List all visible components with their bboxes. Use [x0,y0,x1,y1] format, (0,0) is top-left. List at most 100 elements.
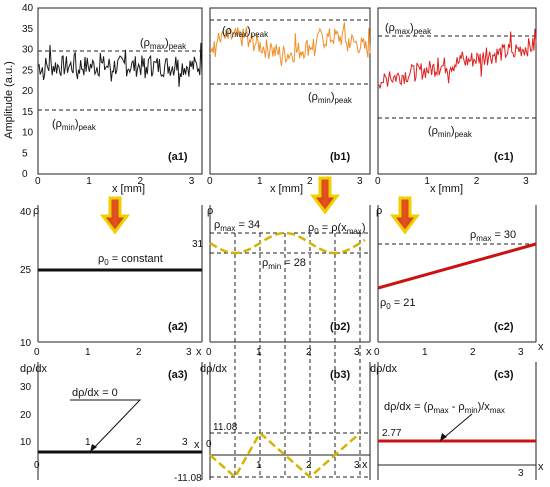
top-x-tick-b1-0: 0 [207,176,213,187]
a2-y-tick-25: 25 [20,265,32,276]
arrow-a [100,196,130,235]
a1-panel-label: (a1) [168,151,188,163]
b2-sine-curve [209,231,366,255]
b1-max-label: (ρmax)peak [222,25,269,39]
top-x-tick-b1-1: 1 [257,176,263,187]
top-x-tick-a1-1: 1 [86,176,92,187]
c1-signal-line [377,28,537,89]
bot-y-axis-label-c: dρ/dx [370,363,398,375]
top-x-tick-b1-2: 2 [307,176,313,187]
panel-a3: dρ/dx = 0 30 20 10 0 1 2 3 x (a3) [20,362,203,480]
a3-y-tick-30: 30 [20,382,32,393]
a2-panel-label: (a2) [168,321,188,333]
panel-b3: 11.08 -11.08 0 1 2 3 x (b3) [174,362,371,484]
b2-func-annotation: ρ0 = ρ(xmax) [308,222,365,236]
top-y-axis-label: Amplitude (a.u.) [3,61,15,139]
b3-top-value: 11.08 [213,422,238,433]
c2-x-tick-0: 0 [374,347,380,358]
a3-x-tick-2: 2 [136,437,142,448]
mid-y-axis-label-a: ρ [33,205,39,217]
a2-x-axis-label: x [196,346,202,358]
a3-annotation-pointer [70,399,142,453]
b3-x-tick-1: 1 [256,460,262,471]
top-y-tick-15: 15 [22,107,34,118]
top-y-tick-5: 5 [22,148,28,159]
c3-pointer-head [440,433,447,441]
c1-panel-label: (c1) [494,151,514,163]
top-y-tick-40: 40 [22,3,34,14]
b2-left-value: 31 [192,239,204,250]
b3-x-axis-label: x [362,459,368,471]
a1-max-label: (ρmax)peak [140,37,187,51]
c2-x-tick-1: 1 [422,347,428,358]
b1-x-axis-label: x [mm] [270,183,303,195]
top-y-tick-0: 0 [22,169,28,180]
top-x-tick-a1-0: 0 [35,176,41,187]
b2-min-annotation: ρmin = 28 [262,257,306,271]
a3-pointer-head [90,444,97,452]
b2-x-tick-0: 0 [206,347,212,358]
a3-x-tick-3: 3 [182,437,188,448]
a3-panel-label: (a3) [168,369,188,381]
top-x-tick-c1-0: 0 [375,176,381,187]
c3-panel-label: (c3) [494,369,514,381]
c2-x-axis-label: x [538,341,544,353]
panel-c3: dρ/dx = (ρmax - ρmin)/xmax 2.77 3 x (c3) [377,362,544,480]
panel-c1-frame [377,7,537,175]
c3-value-label: 2.77 [382,428,402,439]
a1-min-label: (ρmin)peak [52,118,97,132]
b2-x-tick-1: 1 [256,347,262,358]
c3-annotation: dρ/dx = (ρmax - ρmin)/xmax [384,401,505,415]
top-y-tick-30: 30 [22,45,34,56]
a2-x-tick-2: 2 [136,347,142,358]
a3-x-axis-label: x [194,439,200,451]
a3-y-tick-20: 20 [20,410,32,421]
c1-max-label: (ρmax)peak [385,22,432,36]
top-y-tick-25: 25 [22,65,34,76]
panel-b1: (ρmax)peak (ρmin)peak (b1) x [mm] [209,7,371,195]
a3-y-tick-10: 10 [20,437,32,448]
panel-c1: (ρmax)peak (ρmin)peak (c1) x [mm] [377,7,537,195]
b2-x-tick-3: 3 [354,347,360,358]
panel-b1-frame [209,7,371,175]
panel-c2: ρmax = 30 ρ0 = 21 0 1 2 3 x (c2) [374,205,544,358]
top-x-ticks: 0 1 2 3 0 1 2 3 0 1 2 3 [35,176,529,187]
c3-x-tick-3: 3 [518,468,524,479]
c2-start-annotation: ρ0 = 21 [380,297,416,311]
bot-y-axis-label-b: dρ/dx [200,363,228,375]
top-y-tick-20: 20 [22,86,34,97]
top-x-tick-c1-1: 1 [424,176,430,187]
arrow-b [310,176,340,215]
top-y-tick-35: 35 [22,24,34,35]
b3-x-tick-0: 0 [206,439,212,450]
a2-x-tick-3: 3 [186,347,192,358]
c2-max-annotation: ρmax = 30 [470,229,516,243]
b2-max-annotation: ρmax = 34 [214,219,260,233]
c1-min-label: (ρmin)peak [428,125,473,139]
top-y-tick-10: 10 [22,128,34,139]
top-x-tick-b1-3: 3 [357,176,363,187]
b2-panel-label: (b2) [330,321,351,333]
a3-annotation: dρ/dx = 0 [72,387,118,399]
b3-panel-label: (b3) [330,369,351,381]
b3-x-tick-3: 3 [354,460,360,471]
b1-signal-line [209,22,371,67]
c2-trend-line [377,242,537,290]
top-y-ticks: 0 5 10 15 20 25 30 35 40 [22,3,34,180]
panel-b2: ρmax = 34 ρ0 = ρ(xmax) ρmin = 28 31 0 1 … [192,205,372,477]
top-x-tick-c1-3: 3 [523,176,529,187]
b3-derivative-curve [209,431,361,479]
top-x-tick-c1-2: 2 [474,176,480,187]
mid-y-axis-label-c: ρ [376,205,382,217]
arrow-c [390,196,420,235]
b2-x-axis-label: x [366,346,372,358]
c2-x-tick-2: 2 [470,347,476,358]
a2-constant-annotation: ρ0 = constant [98,253,163,267]
a2-x-tick-1: 1 [85,347,91,358]
panel-a1-frame [37,7,203,175]
b1-panel-label: (b1) [330,151,351,163]
b3-bottom-value: -11.08 [174,473,202,484]
a2-x-tick-0: 0 [34,347,40,358]
a2-y-tick-40: 40 [20,207,32,218]
a1-x-axis-label: x [mm] [112,183,145,195]
